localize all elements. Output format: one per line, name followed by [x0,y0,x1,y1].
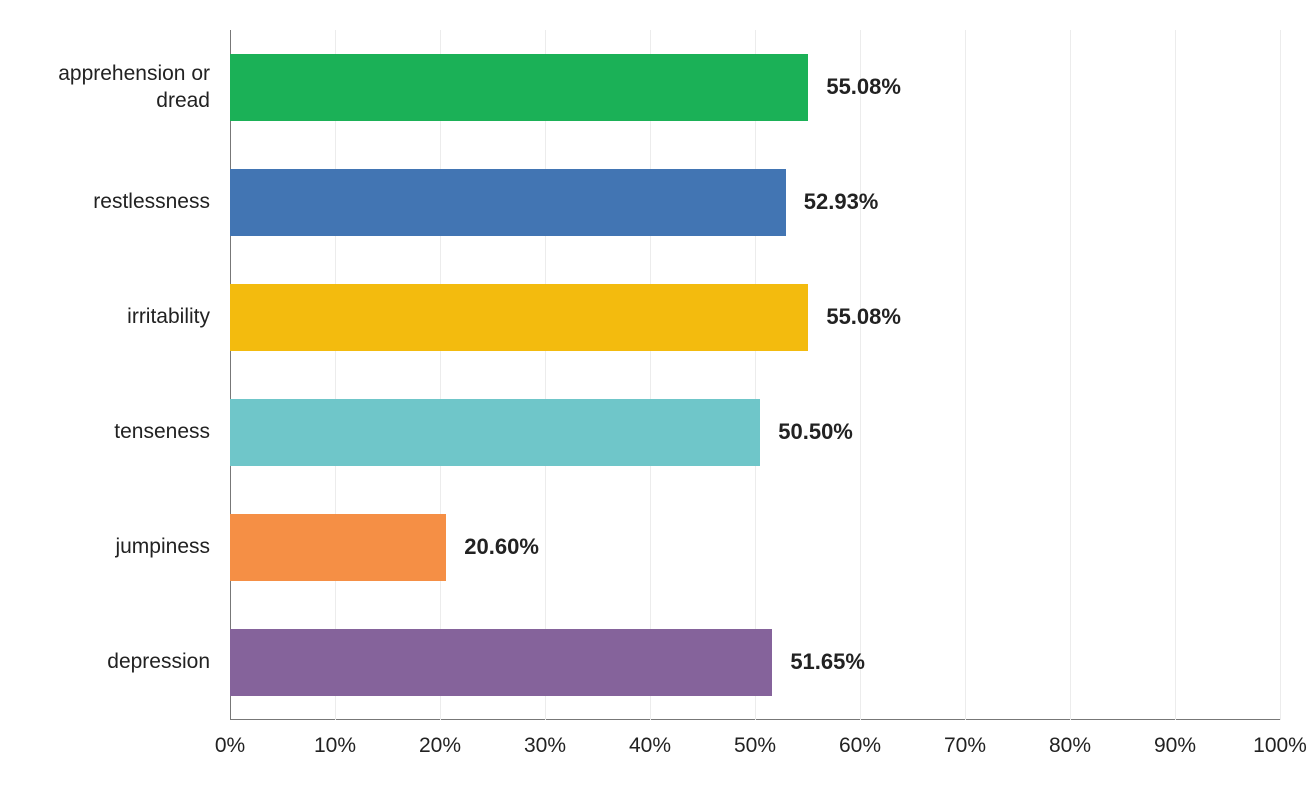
x-tick-label: 50% [734,734,776,758]
category-label: apprehension or dread [30,61,210,114]
y-axis-line [230,30,231,720]
gridline [335,30,336,720]
bar-row: apprehension or dread55.08% [230,54,1280,121]
x-tick-label: 20% [419,734,461,758]
category-label: depression [30,649,210,675]
x-tick-label: 90% [1154,734,1196,758]
category-label: tenseness [30,419,210,445]
gridline [1070,30,1071,720]
x-tick-label: 30% [524,734,566,758]
gridline [1175,30,1176,720]
bar [230,54,808,121]
gridline [755,30,756,720]
bar [230,284,808,351]
bar [230,169,786,236]
bar [230,399,760,466]
bar-row: restlessness52.93% [230,169,1280,236]
bar [230,514,446,581]
gridline [545,30,546,720]
bar-value-label: 52.93% [804,189,879,215]
x-tick-label: 40% [629,734,671,758]
x-tick-label: 80% [1049,734,1091,758]
gridline [440,30,441,720]
bar-row: irritability55.08% [230,284,1280,351]
x-tick-label: 100% [1253,734,1307,758]
gridline [965,30,966,720]
bar-row: depression51.65% [230,629,1280,696]
gridline [1280,30,1281,720]
category-label: restlessness [30,189,210,215]
bar-row: jumpiness20.60% [230,514,1280,581]
bar-value-label: 20.60% [464,534,539,560]
x-tick-label: 0% [215,734,245,758]
bar-row: tenseness50.50% [230,399,1280,466]
bar-value-label: 55.08% [826,304,901,330]
bar-value-label: 50.50% [778,419,853,445]
x-tick-label: 60% [839,734,881,758]
bar [230,629,772,696]
bar-chart: 0%10%20%30%40%50%60%70%80%90%100%apprehe… [20,20,1290,774]
category-label: irritability [30,304,210,330]
gridline [650,30,651,720]
category-label: jumpiness [30,534,210,560]
x-tick-label: 70% [944,734,986,758]
gridline [860,30,861,720]
bar-value-label: 51.65% [790,649,865,675]
plot-area: 0%10%20%30%40%50%60%70%80%90%100%apprehe… [230,30,1280,720]
x-tick-label: 10% [314,734,356,758]
bar-value-label: 55.08% [826,74,901,100]
